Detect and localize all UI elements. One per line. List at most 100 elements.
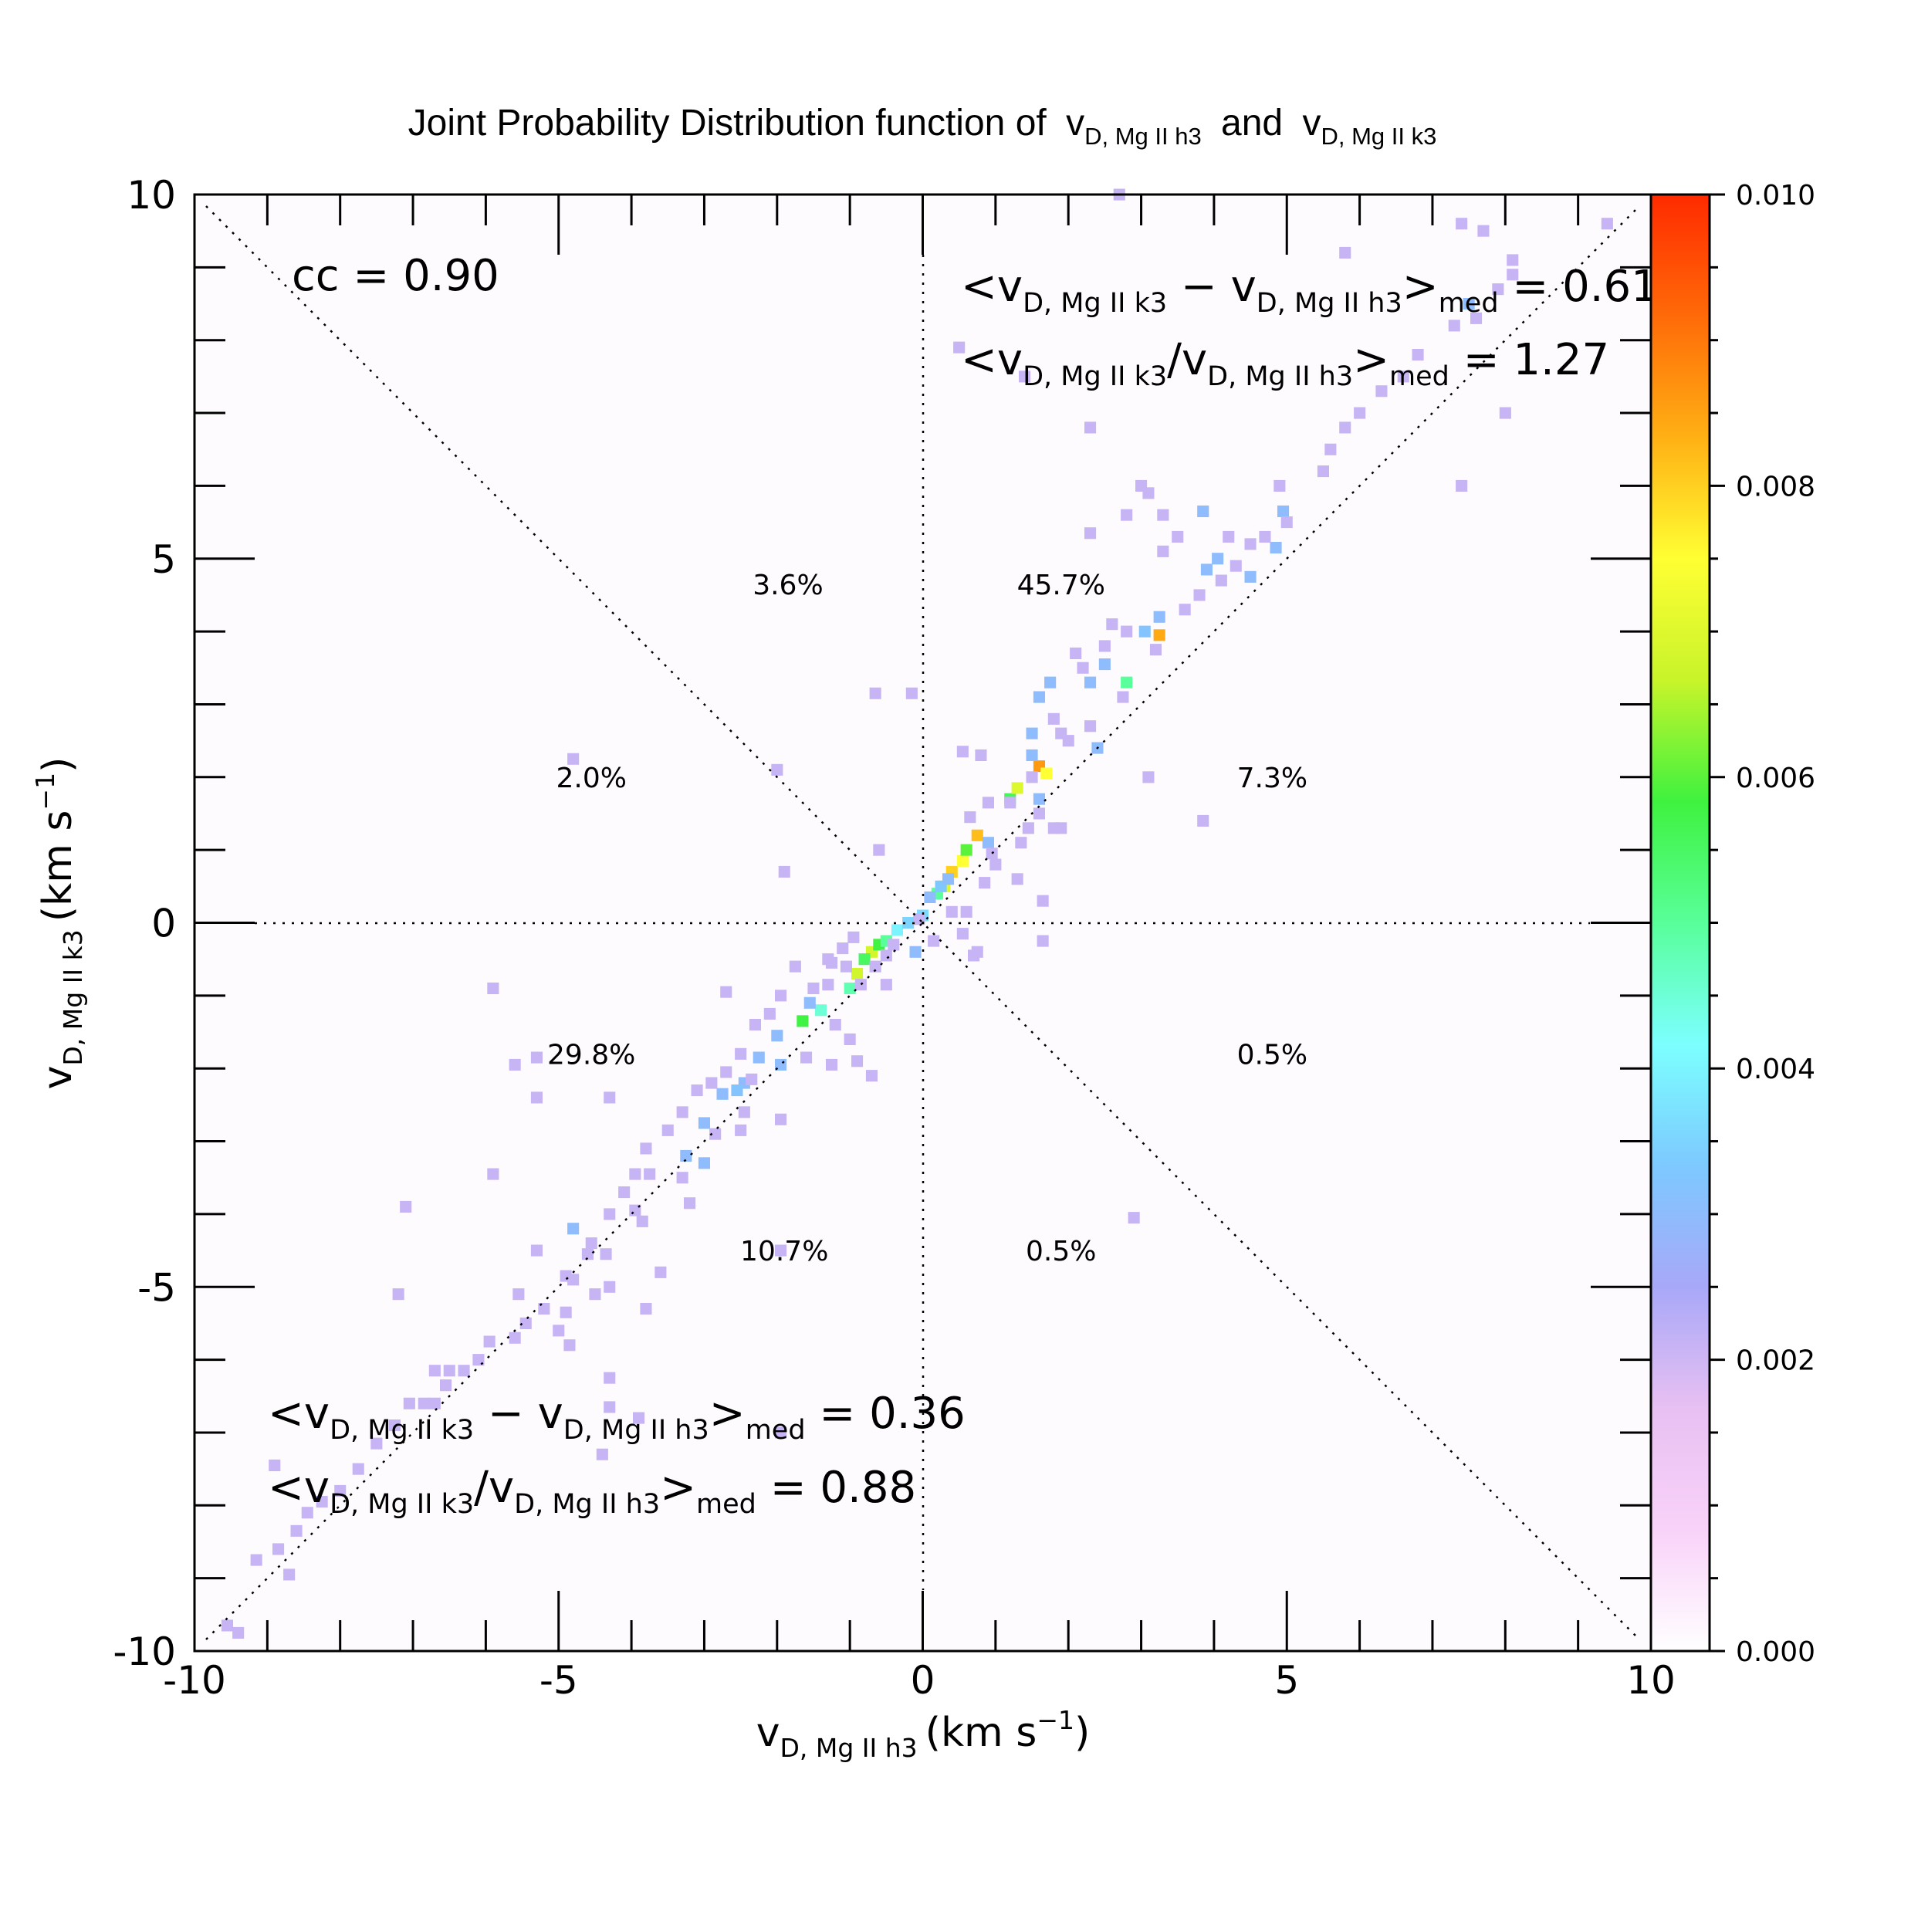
heatmap-cell	[709, 1128, 722, 1140]
heatmap-cell	[814, 1004, 827, 1017]
heatmap-cell	[418, 1397, 430, 1409]
heatmap-cell	[1200, 563, 1213, 576]
colorbar-tick-label: 0.000	[1736, 1636, 1815, 1668]
heatmap-cell	[1077, 661, 1089, 674]
heatmap-cell	[837, 942, 849, 955]
heatmap-cell	[924, 891, 936, 903]
heatmap-cell	[928, 935, 940, 947]
axis-tick-labels: -10 -5 0 5 10 -10 -5 0 5 10	[113, 173, 1675, 1703]
heatmap-cell	[567, 1274, 580, 1286]
octant-percentage-label: 29.8%	[547, 1039, 635, 1071]
heatmap-cell	[604, 1281, 616, 1293]
octant-percentage-label: 0.5%	[1237, 1039, 1307, 1071]
heatmap-cell	[633, 1412, 645, 1424]
heatmap-cell	[680, 1149, 692, 1162]
heatmap-cell	[735, 1124, 747, 1136]
heatmap-cell	[979, 877, 991, 889]
heatmap-cell	[1084, 720, 1097, 733]
heatmap-cell	[1026, 727, 1038, 739]
heatmap-cell	[869, 960, 881, 973]
heatmap-cell	[655, 1266, 667, 1278]
heatmap-cell	[1142, 771, 1155, 783]
heatmap-cell	[604, 1401, 616, 1413]
heatmap-cell	[775, 1244, 787, 1257]
colorbar-tick-label: 0.010	[1736, 180, 1815, 211]
octant-percentage-label: 7.3%	[1237, 763, 1307, 794]
reference-lines	[205, 205, 1640, 1640]
heatmap-cell	[1277, 505, 1290, 517]
heatmap-cell	[803, 996, 816, 1009]
heatmap-cell	[956, 854, 969, 867]
heatmap-cell	[1138, 625, 1151, 638]
heatmap-cell	[716, 1088, 729, 1100]
heatmap-cell	[1128, 1212, 1140, 1224]
heatmap-cell	[942, 873, 955, 885]
heatmap-cell	[1157, 509, 1169, 521]
heatmap-cell	[1098, 658, 1111, 671]
heatmap-cell	[1223, 530, 1235, 543]
heatmap-cell	[301, 1507, 313, 1519]
chart-title: Joint Probability Distribution function …	[408, 103, 1437, 153]
heatmap-cell	[913, 913, 925, 925]
heatmap-cell	[1026, 749, 1038, 761]
y-tick-label: 5	[151, 537, 176, 582]
heatmap-cell	[909, 946, 922, 958]
heatmap-cell	[869, 687, 881, 699]
heatmap-cell	[720, 986, 732, 998]
heatmap-cell	[370, 1437, 383, 1450]
heatmap-cell	[1212, 553, 1224, 565]
heatmap-cell	[1084, 421, 1097, 434]
heatmap-cell	[334, 1484, 347, 1497]
heatmap-cell	[1463, 298, 1475, 310]
heatmap-cell	[847, 931, 860, 943]
heatmap-cell	[1197, 505, 1209, 517]
heatmap-cell	[661, 1124, 674, 1136]
octant-percentage-label: 45.7%	[1017, 570, 1105, 601]
colorbar-tick-labels: 0.000 0.002 0.004 0.006 0.008 0.010	[1736, 180, 1815, 1668]
heatmap-cell	[563, 1339, 576, 1352]
heatmap-cell	[960, 844, 972, 856]
heatmap-cell	[989, 858, 1002, 871]
heatmap-cell	[1179, 604, 1191, 616]
colorbar-tick-label: 0.006	[1736, 763, 1815, 794]
colorbar-tick-label: 0.004	[1736, 1054, 1815, 1085]
heatmap-cell	[640, 1303, 652, 1315]
heatmap-cell	[1153, 629, 1165, 641]
colorbar-ticks	[1710, 193, 1725, 1653]
heatmap-cell	[1033, 793, 1045, 805]
heatmap-cell	[458, 1365, 470, 1377]
heatmap-cell	[775, 990, 787, 1002]
octant-percentage-label: 10.7%	[740, 1236, 828, 1267]
heatmap-cell	[1354, 407, 1366, 419]
heatmap-cell	[1375, 385, 1388, 398]
y-tick-label: -5	[137, 1265, 176, 1310]
heatmap-cell	[1019, 370, 1031, 383]
heatmap-cell	[986, 848, 998, 860]
heatmap-cell	[392, 1288, 404, 1301]
heatmap-cell	[1121, 509, 1133, 521]
y-tick-label: 10	[127, 173, 176, 218]
heatmap-cell	[1193, 589, 1206, 601]
heatmap-cell	[1324, 443, 1337, 455]
heatmap-cell	[1070, 647, 1082, 659]
heatmap-cell	[844, 982, 856, 994]
heatmap-cell	[698, 1157, 710, 1169]
heatmap-cell	[560, 1306, 572, 1318]
heatmap-cell	[1507, 269, 1519, 281]
heatmap-cell	[629, 1168, 641, 1180]
heatmap-cell	[982, 837, 994, 849]
heatmap-cell	[851, 968, 864, 980]
heatmap-cell	[530, 1244, 543, 1257]
heatmap-cell	[509, 1058, 521, 1071]
heatmap-cell	[964, 811, 976, 824]
heatmap-cell	[1507, 254, 1519, 266]
heatmap-cell	[1033, 691, 1045, 703]
heatmap-cell	[738, 1106, 750, 1118]
heatmap-cell	[953, 341, 966, 354]
heatmap-cell	[403, 1397, 415, 1409]
heatmap-cell	[553, 1325, 565, 1337]
heatmap-cell	[880, 949, 892, 962]
heatmap-cell	[775, 1426, 787, 1439]
heatmap-cell	[753, 1051, 765, 1064]
x-tick-label: 0	[911, 1658, 935, 1703]
